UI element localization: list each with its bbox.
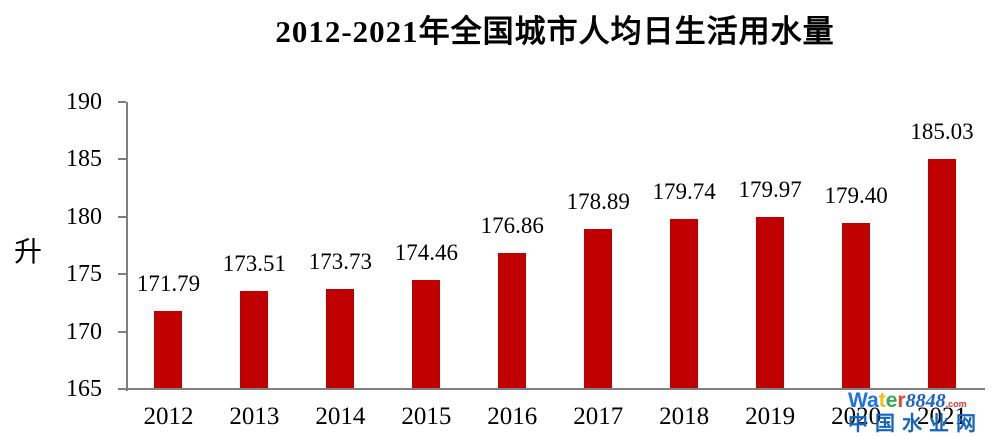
x-tick-label: 2016 (487, 403, 538, 430)
watermark-subtitle: 中国水业网 (848, 413, 983, 435)
watermark-letter: r (897, 389, 906, 412)
y-tick-label: 180 (66, 203, 102, 230)
x-tick-label: 2017 (573, 403, 624, 430)
bar-value-label: 173.51 (222, 251, 287, 277)
x-axis-line (125, 388, 985, 390)
x-tick-label: 2019 (745, 403, 796, 430)
bar-value-label: 179.74 (652, 179, 716, 205)
bar-value-label: 171.79 (136, 270, 201, 296)
y-tick-mark (117, 158, 126, 160)
watermark-brand-line: Water8848.com (848, 390, 990, 411)
watermark-brand-number: 8848 (905, 390, 946, 412)
bar-value-label: 179.97 (738, 176, 802, 202)
x-tick-label: 2014 (315, 403, 366, 430)
bar (928, 158, 957, 390)
watermark-letter: t (878, 389, 886, 412)
bar (326, 288, 355, 390)
bar (584, 229, 613, 390)
bar-value-label: 185.03 (910, 118, 974, 144)
y-tick-mark (117, 100, 126, 103)
y-axis-title: 升 (14, 237, 43, 268)
bar (756, 216, 785, 390)
y-tick-mark (117, 388, 126, 390)
y-tick-mark (117, 330, 126, 333)
x-tick-label: 2012 (143, 403, 194, 430)
chart-title: 2012-2021年全国城市人均日生活用水量 (275, 14, 835, 49)
watermark-brand-tld: .com (945, 399, 967, 409)
watermark-brand-word: Water (848, 390, 906, 411)
y-tick-label: 175 (66, 261, 102, 287)
watermark-letter: a (867, 389, 879, 412)
bar (154, 310, 183, 390)
x-tick-label: 2020 (831, 403, 882, 430)
bar-value-label: 174.46 (394, 240, 458, 266)
x-tick-label: 2013 (229, 403, 280, 430)
x-tick-label: 2018 (659, 403, 710, 430)
x-tick-label: 2015 (401, 403, 452, 430)
bar (498, 252, 527, 390)
y-tick-label: 165 (66, 376, 102, 402)
bar-value-label: 179.40 (824, 183, 888, 209)
watermark-logo: Water8848.com 中国水业网 (848, 390, 990, 434)
x-tick-label: 2021 (917, 403, 968, 430)
bar-value-label: 176.86 (480, 212, 544, 238)
watermark-letter: W (848, 389, 868, 412)
bar-value-label: 173.73 (308, 248, 372, 274)
y-tick-label: 185 (66, 146, 102, 172)
bar-value-label: 178.89 (566, 189, 630, 215)
y-axis-line (125, 101, 128, 391)
bar (670, 219, 699, 390)
bar (240, 291, 269, 390)
y-tick-mark (117, 273, 126, 275)
y-tick-mark (117, 215, 126, 218)
bar (412, 280, 441, 390)
bar (842, 223, 871, 390)
watermark-letter: e (885, 389, 898, 412)
y-tick-label: 170 (66, 318, 102, 345)
y-tick-label: 190 (66, 88, 102, 115)
